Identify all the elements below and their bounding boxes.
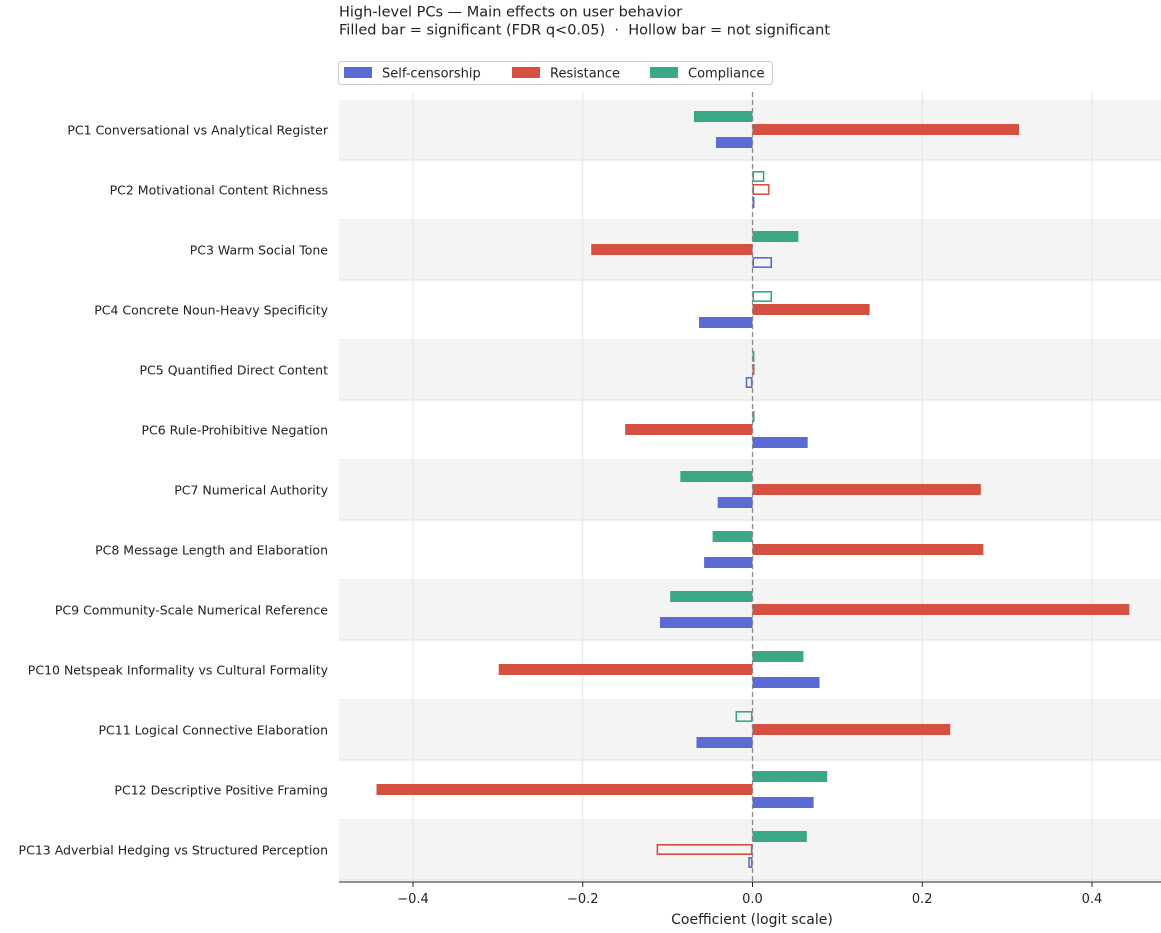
row-band bbox=[339, 820, 1161, 880]
x-axis-label: Coefficient (logit scale) bbox=[671, 912, 833, 928]
row-label-pc12: PC12 Descriptive Positive Framing bbox=[114, 783, 328, 798]
row-label-pc2: PC2 Motivational Content Richness bbox=[110, 183, 328, 198]
x-axis: −0.4 −0.2 0.0 0.2 0.4 bbox=[339, 881, 1161, 907]
chart-title: High-level PCs — Main effects on user be… bbox=[339, 5, 682, 21]
x-tick-label: 0.4 bbox=[1082, 892, 1103, 907]
row-band bbox=[339, 700, 1161, 760]
bar-self-censorship-pc12 bbox=[752, 797, 814, 808]
bar-self-censorship-pc1 bbox=[716, 137, 753, 148]
bar-resistance-pc9 bbox=[752, 604, 1130, 615]
legend-swatch-self-censorship bbox=[344, 67, 372, 78]
bar-resistance-pc2 bbox=[752, 184, 770, 196]
legend-swatch-compliance bbox=[650, 67, 678, 78]
bar-compliance-pc12 bbox=[752, 771, 828, 782]
bar-resistance-pc8 bbox=[752, 544, 984, 555]
legend-swatch-resistance bbox=[512, 67, 540, 78]
bar-self-censorship-pc7 bbox=[717, 497, 753, 508]
row-label-pc1: PC1 Conversational vs Analytical Registe… bbox=[67, 123, 329, 138]
bar-resistance-pc1 bbox=[752, 124, 1020, 135]
x-tick-label: −0.4 bbox=[397, 892, 429, 907]
bar-resistance-pc3 bbox=[591, 244, 753, 255]
bar-self-censorship-pc8 bbox=[704, 557, 753, 568]
x-tick-label: 0.0 bbox=[742, 892, 763, 907]
bar-resistance-pc6 bbox=[625, 424, 753, 435]
bar-self-censorship-pc3 bbox=[752, 256, 773, 268]
row-label-pc6: PC6 Rule-Prohibitive Negation bbox=[141, 423, 328, 438]
x-tick-label: −0.2 bbox=[567, 892, 599, 907]
bar-compliance-pc9 bbox=[670, 591, 753, 602]
bar-resistance-pc7 bbox=[752, 484, 981, 495]
legend[interactable]: Self-censorship Resistance Compliance bbox=[338, 61, 773, 85]
bar-compliance-pc2 bbox=[752, 171, 765, 183]
bar-resistance-pc11 bbox=[752, 724, 951, 735]
plot-bars bbox=[376, 111, 1130, 868]
row-label-pc4: PC4 Concrete Noun-Heavy Specificity bbox=[94, 303, 328, 318]
bar-resistance-pc5 bbox=[752, 364, 755, 375]
bar-self-censorship-pc5 bbox=[745, 376, 753, 388]
bar-compliance-pc3 bbox=[752, 231, 799, 242]
bar-self-censorship-pc2 bbox=[752, 197, 755, 208]
legend-label-compliance: Compliance bbox=[688, 67, 765, 82]
row-label-pc11: PC11 Logical Connective Elaboration bbox=[99, 723, 329, 738]
row-label-pc5: PC5 Quantified Direct Content bbox=[140, 363, 329, 378]
legend-label-self-censorship: Self-censorship bbox=[382, 67, 481, 82]
plot-bands bbox=[339, 100, 1161, 881]
bar-compliance-pc6 bbox=[752, 411, 755, 422]
row-label-pc3: PC3 Warm Social Tone bbox=[190, 243, 329, 258]
bar-self-censorship-pc9 bbox=[659, 617, 753, 628]
bar-resistance-pc13 bbox=[656, 843, 753, 855]
x-tick-label: 0.2 bbox=[912, 892, 933, 907]
bar-self-censorship-pc13 bbox=[748, 856, 753, 868]
row-label-pc10: PC10 Netspeak Informality vs Cultural Fo… bbox=[28, 663, 329, 678]
row-label-pc13: PC13 Adverbial Hedging vs Structured Per… bbox=[19, 843, 328, 858]
bar-compliance-pc5 bbox=[752, 351, 755, 362]
row-band bbox=[339, 460, 1161, 520]
bar-resistance-pc4 bbox=[752, 304, 870, 315]
bar-compliance-pc8 bbox=[712, 531, 753, 542]
bar-compliance-pc1 bbox=[693, 111, 753, 122]
bar-resistance-pc10 bbox=[498, 664, 753, 675]
row-label-pc7: PC7 Numerical Authority bbox=[174, 483, 328, 498]
bar-self-censorship-pc4 bbox=[699, 317, 753, 328]
bar-self-censorship-pc10 bbox=[752, 677, 820, 688]
chart-subtitle: Filled bar = significant (FDR q<0.05) · … bbox=[339, 23, 830, 39]
row-label-pc9: PC9 Community-Scale Numerical Reference bbox=[55, 603, 328, 618]
bar-compliance-pc7 bbox=[680, 471, 753, 482]
bar-self-censorship-pc6 bbox=[752, 437, 808, 448]
bar-resistance-pc12 bbox=[376, 784, 753, 795]
bar-compliance-pc13 bbox=[752, 831, 807, 842]
row-label-pc8: PC8 Message Length and Elaboration bbox=[95, 543, 328, 558]
bar-compliance-pc10 bbox=[752, 651, 804, 662]
row-labels: PC1 Conversational vs Analytical Registe… bbox=[19, 123, 329, 858]
bar-self-censorship-pc11 bbox=[696, 737, 753, 748]
bar-compliance-pc4 bbox=[752, 290, 773, 302]
legend-label-resistance: Resistance bbox=[550, 67, 620, 82]
bar-compliance-pc11 bbox=[735, 710, 753, 722]
row-band bbox=[339, 340, 1161, 400]
row-band bbox=[339, 100, 1161, 160]
